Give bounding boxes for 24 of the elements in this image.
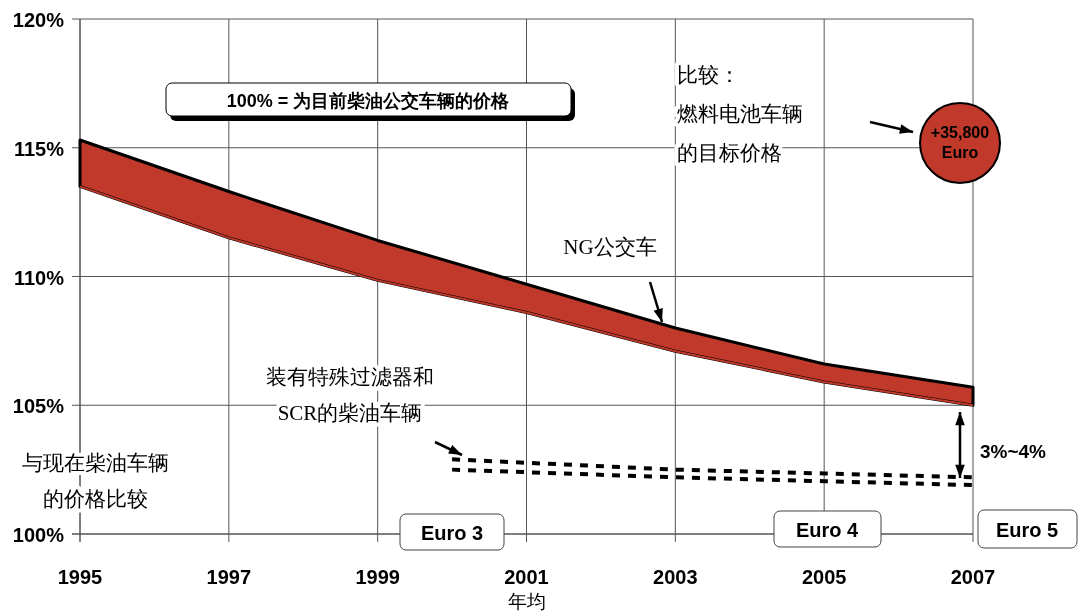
annotation: Euro 4: [795, 519, 859, 541]
x-tick-label: 2007: [950, 566, 996, 588]
annotation: 100% = 为目前柴油公交车辆的价格: [226, 91, 511, 111]
text: Euro 5: [995, 519, 1059, 541]
y-tick-label: 100%: [12, 524, 65, 546]
y-tick-label: 115%: [13, 137, 65, 160]
text: 3%~4%: [979, 441, 1047, 462]
y-tick-label: 110%: [13, 266, 65, 289]
y-tick-label: 120%: [12, 9, 65, 31]
x-tick-label: 2005: [801, 566, 847, 588]
annotation: +35,800 Euro: [930, 124, 990, 161]
annotation: 与现在柴油车辆的价格比较: [21, 451, 169, 511]
x-tick-label: 1997: [206, 566, 252, 588]
x-tick-label: 1999: [355, 566, 400, 588]
x-tick-label: 1995: [57, 566, 103, 588]
y-tick-label: 105%: [12, 395, 65, 418]
x-axis-title: 年均: [507, 591, 546, 612]
annotation: 比较：燃料电池车辆的目标价格: [677, 63, 803, 165]
x-tick-label: 2003: [653, 566, 698, 588]
x-tick-label: 2001: [504, 566, 549, 588]
line-series: [450, 457, 975, 480]
text: NG公交车: [563, 235, 657, 259]
line-series: [450, 467, 975, 488]
annotation: Euro 3: [420, 522, 484, 544]
